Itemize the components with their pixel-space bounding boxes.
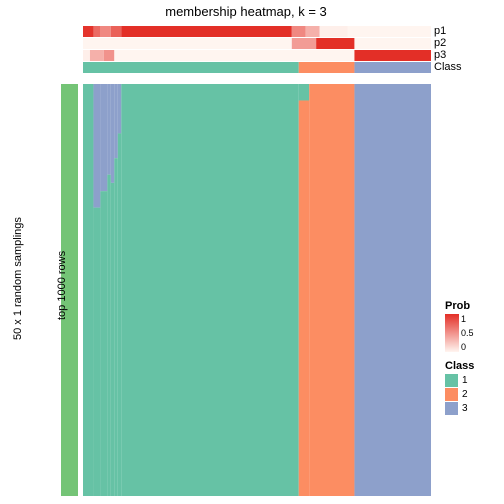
heatmap-plot bbox=[0, 0, 504, 504]
row-label-p2: p2 bbox=[434, 37, 446, 49]
class-legend-item: 2 bbox=[445, 388, 474, 401]
row-label-p3: p3 bbox=[434, 49, 446, 61]
class-legend-label: 1 bbox=[462, 375, 468, 386]
class-swatch bbox=[445, 374, 458, 387]
prob-tick: 1 bbox=[461, 314, 474, 324]
class-legend-label: 3 bbox=[462, 403, 468, 414]
class-legend-title: Class bbox=[445, 360, 474, 372]
chart-title: membership heatmap, k = 3 bbox=[61, 4, 431, 19]
class-legend-label: 2 bbox=[462, 389, 468, 400]
prob-legend: Prob 10.50 bbox=[445, 300, 474, 352]
class-legend-item: 3 bbox=[445, 402, 474, 415]
class-legend-item: 1 bbox=[445, 374, 474, 387]
prob-tick: 0.5 bbox=[461, 328, 474, 338]
row-label-p1: p1 bbox=[434, 25, 446, 37]
ylabel-outer: 50 x 1 random samplings bbox=[12, 217, 24, 340]
class-swatch bbox=[445, 402, 458, 415]
row-label-class: Class bbox=[434, 61, 462, 73]
prob-ticks: 10.50 bbox=[461, 314, 474, 352]
prob-legend-title: Prob bbox=[445, 300, 474, 312]
prob-gradient-bar bbox=[445, 314, 459, 352]
class-swatch bbox=[445, 388, 458, 401]
prob-tick: 0 bbox=[461, 342, 474, 352]
class-legend: Class 1 2 3 bbox=[445, 360, 474, 416]
ylabel-inner: top 1000 rows bbox=[56, 251, 68, 320]
